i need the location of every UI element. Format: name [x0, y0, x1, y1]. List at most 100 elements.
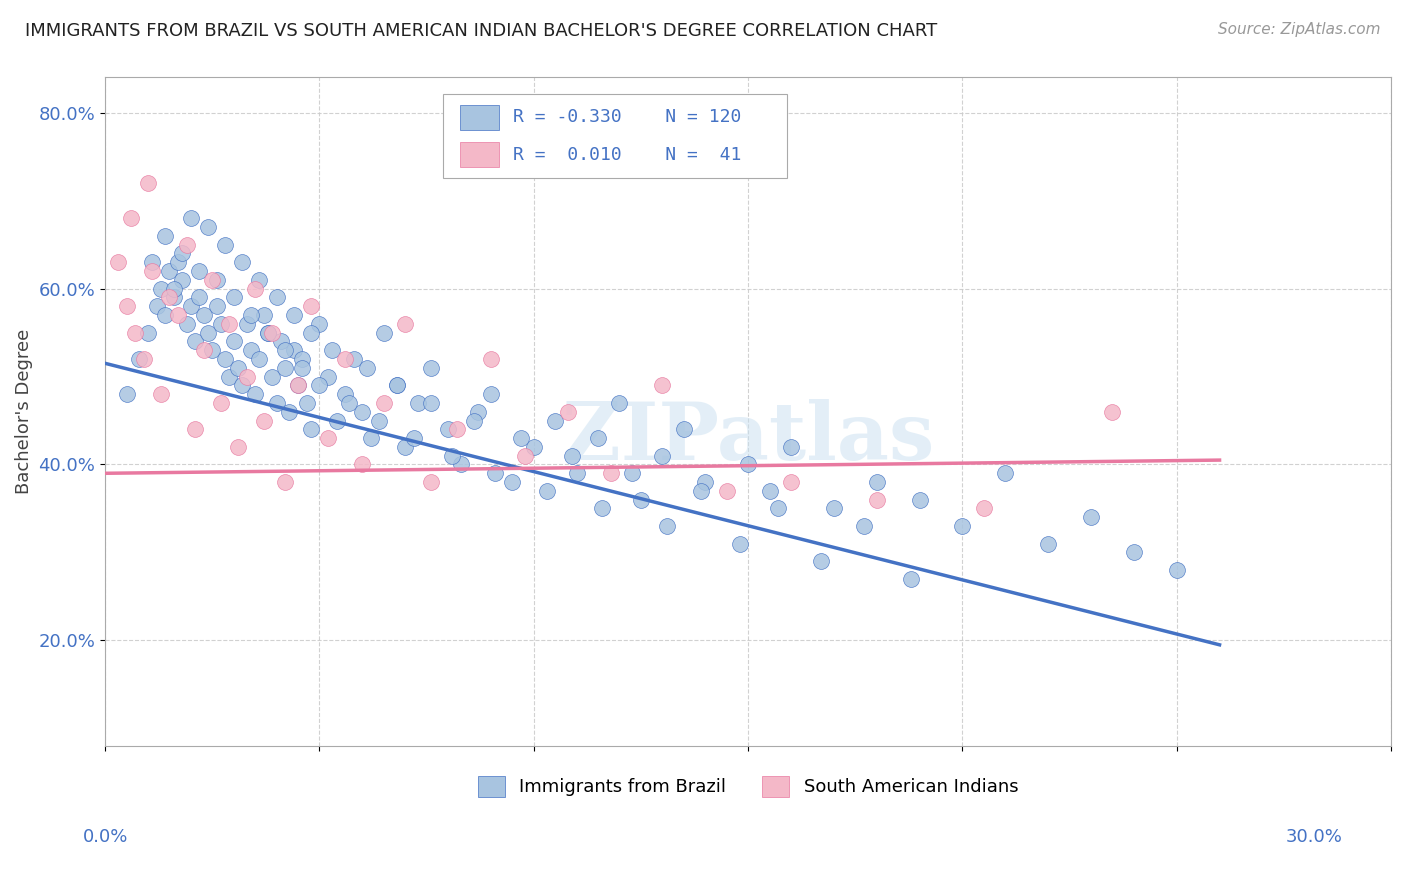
Point: [655, 519, 678, 533]
Point: [209, 317, 232, 331]
Point: [180, 299, 202, 313]
Point: [908, 492, 931, 507]
Point: [437, 422, 460, 436]
Point: [188, 264, 211, 278]
Point: [591, 501, 613, 516]
Point: [467, 405, 489, 419]
Point: [651, 449, 673, 463]
Point: [163, 281, 186, 295]
Point: [509, 431, 531, 445]
Point: [1101, 405, 1123, 419]
Point: [283, 343, 305, 358]
Point: [852, 519, 875, 533]
Point: [266, 290, 288, 304]
Point: [737, 458, 759, 472]
Point: [479, 351, 502, 366]
Point: [352, 458, 374, 472]
Point: [159, 290, 181, 304]
Point: [257, 326, 280, 340]
Point: [141, 255, 163, 269]
Point: [690, 483, 713, 498]
Point: [153, 228, 176, 243]
Point: [373, 396, 395, 410]
Point: [249, 273, 271, 287]
Point: [321, 343, 343, 358]
Point: [299, 422, 322, 436]
Point: [758, 483, 780, 498]
Point: [149, 281, 172, 295]
Point: [243, 387, 266, 401]
Point: [239, 308, 262, 322]
Point: [167, 308, 190, 322]
Point: [184, 334, 207, 349]
Point: [176, 317, 198, 331]
Point: [274, 360, 297, 375]
Point: [193, 308, 215, 322]
Point: [231, 378, 253, 392]
Point: [1080, 510, 1102, 524]
Point: [1166, 563, 1188, 577]
Point: [463, 413, 485, 427]
Point: [561, 449, 583, 463]
Point: [402, 431, 425, 445]
Text: IMMIGRANTS FROM BRAZIL VS SOUTH AMERICAN INDIAN BACHELOR'S DEGREE CORRELATION CH: IMMIGRANTS FROM BRAZIL VS SOUTH AMERICAN…: [25, 22, 938, 40]
Point: [385, 378, 408, 392]
Point: [159, 264, 181, 278]
Point: [900, 572, 922, 586]
Point: [249, 351, 271, 366]
Point: [226, 440, 249, 454]
Point: [218, 369, 240, 384]
Point: [672, 422, 695, 436]
Point: [274, 475, 297, 489]
Point: [1122, 545, 1144, 559]
Point: [145, 299, 167, 313]
Point: [810, 554, 832, 568]
Point: [1036, 536, 1059, 550]
Point: [308, 317, 330, 331]
Point: [308, 378, 330, 392]
Point: [515, 449, 537, 463]
Point: [352, 405, 374, 419]
Point: [197, 326, 219, 340]
Point: [299, 326, 322, 340]
Point: [728, 536, 751, 550]
Point: [356, 360, 378, 375]
Text: R =  0.010    N =  41: R = 0.010 N = 41: [513, 145, 741, 163]
Text: Source: ZipAtlas.com: Source: ZipAtlas.com: [1218, 22, 1381, 37]
Point: [484, 467, 506, 481]
Point: [235, 369, 257, 384]
Y-axis label: Bachelor's Degree: Bachelor's Degree: [15, 329, 32, 494]
Point: [253, 308, 276, 322]
Point: [343, 351, 366, 366]
Point: [115, 299, 138, 313]
Point: [209, 396, 232, 410]
Point: [262, 326, 284, 340]
Point: [630, 492, 652, 507]
Point: [479, 387, 502, 401]
Point: [115, 387, 138, 401]
Point: [609, 396, 631, 410]
Point: [823, 501, 845, 516]
Point: [441, 449, 464, 463]
Point: [184, 422, 207, 436]
Point: [257, 326, 280, 340]
Point: [565, 467, 588, 481]
Point: [299, 299, 322, 313]
Point: [172, 246, 194, 260]
Point: [287, 378, 309, 392]
Point: [866, 475, 889, 489]
Point: [557, 405, 579, 419]
Point: [287, 378, 309, 392]
Text: 30.0%: 30.0%: [1286, 828, 1343, 846]
Point: [278, 405, 301, 419]
Point: [107, 255, 129, 269]
Point: [132, 351, 155, 366]
Point: [360, 431, 382, 445]
Point: [586, 431, 609, 445]
Point: [172, 273, 194, 287]
Point: [291, 360, 314, 375]
Point: [394, 440, 416, 454]
Text: 0.0%: 0.0%: [83, 828, 128, 846]
Point: [270, 334, 292, 349]
Point: [716, 483, 738, 498]
